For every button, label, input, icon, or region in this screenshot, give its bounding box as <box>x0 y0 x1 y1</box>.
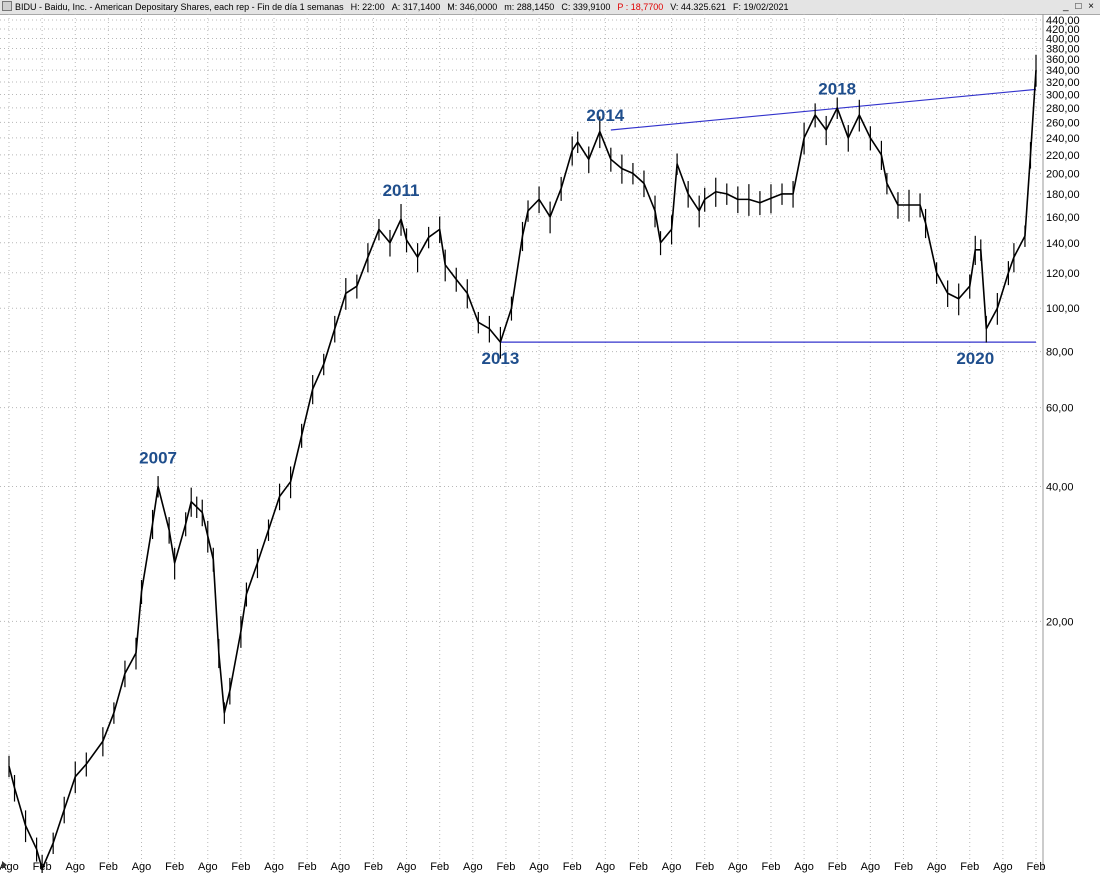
year-annotations: 2007 2011 2013 2014 2018 2020 <box>139 80 994 468</box>
x-tick-label: Ago <box>993 861 1013 873</box>
y-tick-label: 140,00 <box>1046 238 1080 250</box>
y-tick-label: 240,00 <box>1046 133 1080 145</box>
x-tick-label: Ago <box>662 861 682 873</box>
y-tick-label: 200,00 <box>1046 168 1080 180</box>
y-tick-label: 260,00 <box>1046 117 1080 129</box>
x-tick-label: Feb <box>33 861 52 873</box>
y-tick-label: 100,00 <box>1046 303 1080 315</box>
trendline <box>610 88 1037 131</box>
x-tick-label: Feb <box>298 861 317 873</box>
volume-readout: V: 44.325.621 <box>670 2 726 12</box>
close-readout: C: 339,9100 <box>561 2 611 12</box>
year-annotation: 2011 <box>383 181 420 200</box>
x-tick-label: Feb <box>364 861 383 873</box>
y-tick-label: 280,00 <box>1046 103 1080 115</box>
x-tick-label: Feb <box>828 861 847 873</box>
y-tick-label: 180,00 <box>1046 189 1080 201</box>
x-tick-label: Feb <box>165 861 184 873</box>
x-tick-label: Ago <box>728 861 748 873</box>
x-tick-label: Feb <box>894 861 913 873</box>
y-tick-label: 20,00 <box>1046 616 1074 628</box>
price-line <box>8 70 1037 870</box>
y-tick-label: 380,00 <box>1046 44 1080 56</box>
low-readout: m: 288,1450 <box>504 2 555 12</box>
y-tick-label: 340,00 <box>1046 65 1080 77</box>
window-controls-label[interactable]: _ □ × <box>1063 1 1096 12</box>
x-tick-label: Ago <box>65 861 85 873</box>
x-tick-label: Ago <box>331 861 351 873</box>
y-tick-label: 300,00 <box>1046 90 1080 102</box>
y-tick-label: 220,00 <box>1046 150 1080 162</box>
x-tick-label: Ago <box>927 861 947 873</box>
x-tick-label: Ago <box>463 861 483 873</box>
price-axis: 440,00420,00400,00380,00360,00340,00320,… <box>1042 14 1080 869</box>
year-annotation: 2020 <box>956 349 994 368</box>
y-tick-label: 80,00 <box>1046 347 1074 359</box>
y-tick-label: 40,00 <box>1046 482 1074 494</box>
year-annotation: 2013 <box>481 349 519 368</box>
y-tick-label: 400,00 <box>1046 34 1080 46</box>
price-chart[interactable]: 440,00420,00400,00380,00360,00340,00320,… <box>0 14 1100 873</box>
x-tick-label: Ago <box>264 861 284 873</box>
year-annotation: 2014 <box>586 106 624 125</box>
x-tick-label: Feb <box>99 861 118 873</box>
x-tick-label: Feb <box>629 861 648 873</box>
x-tick-label: Feb <box>1027 861 1046 873</box>
time-readout: H: 22:00 <box>350 2 385 12</box>
x-tick-label: Ago <box>529 861 549 873</box>
x-tick-label: Ago <box>794 861 814 873</box>
x-tick-label: Ago <box>132 861 152 873</box>
chart-title-bar: BIDU - Baidu, Inc. - American Depositary… <box>0 0 1100 15</box>
chart-grid <box>0 14 1042 863</box>
trendlines <box>500 88 1037 343</box>
symbol-description: BIDU - Baidu, Inc. - American Depositary… <box>15 2 344 12</box>
year-annotation: 2007 <box>139 449 177 468</box>
chart-symbol-icon <box>2 1 12 11</box>
x-tick-label: Feb <box>761 861 780 873</box>
date-readout: F: 19/02/2021 <box>732 2 789 12</box>
high-readout: M: 346,0000 <box>447 2 498 12</box>
y-tick-label: 160,00 <box>1046 212 1080 224</box>
x-tick-label: Feb <box>695 861 714 873</box>
y-tick-label: 120,00 <box>1046 268 1080 280</box>
x-tick-label: Feb <box>430 861 449 873</box>
price-series <box>8 54 1037 873</box>
x-tick-label: Feb <box>231 861 250 873</box>
x-tick-label: Feb <box>960 861 979 873</box>
y-tick-label: 60,00 <box>1046 403 1074 415</box>
x-tick-label: Ago <box>198 861 218 873</box>
open-readout: A: 317,1400 <box>391 2 441 12</box>
x-tick-label: Ago <box>861 861 881 873</box>
x-tick-label: Ago <box>596 861 616 873</box>
time-axis: Ago Feb Ago Feb Ago Feb Ago Feb Ago Feb Ago Feb Ago F… <box>0 861 1045 873</box>
y-tick-label: 360,00 <box>1046 54 1080 66</box>
change-readout: P : 18,7700 <box>617 2 664 12</box>
y-tick-label: 320,00 <box>1046 77 1080 89</box>
window-controls[interactable]: _ □ × <box>1063 0 1096 14</box>
x-tick-label: Feb <box>563 861 582 873</box>
scroll-arrow-icon[interactable] <box>2 861 7 869</box>
year-annotation: 2018 <box>818 80 856 99</box>
x-tick-label: Ago <box>397 861 417 873</box>
y-tick-label: 440,00 <box>1046 15 1080 27</box>
y-tick-label: 420,00 <box>1046 24 1080 36</box>
x-tick-label: Feb <box>496 861 515 873</box>
